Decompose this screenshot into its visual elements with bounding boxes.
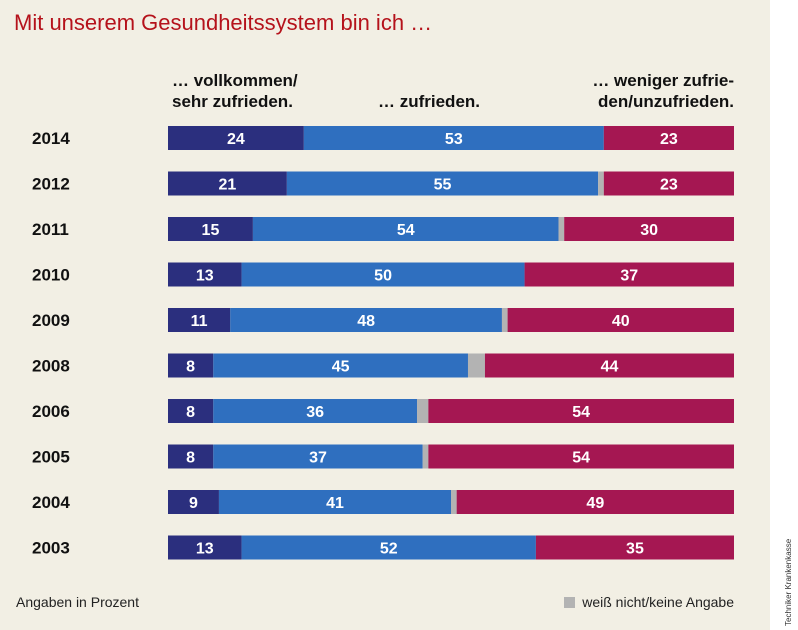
bar-segment-no-answer: [422, 444, 429, 469]
bar-segment-very-satisfied: [168, 535, 242, 560]
year-label: 2006: [32, 402, 70, 421]
bar-value-label: 55: [434, 177, 452, 194]
bar-segment-no-answer: [417, 399, 429, 423]
bar-segment-dissatisfied: [428, 444, 734, 469]
bar-segment-no-answer: [598, 171, 604, 196]
bar-value-label: 54: [572, 404, 590, 421]
bar-value-label: 24: [227, 131, 245, 148]
bar-segment-satisfied: [213, 353, 468, 378]
bar-segment-no-answer: [501, 308, 508, 332]
header-very-satisfied-line1: … vollkommen/: [172, 71, 298, 90]
bar-segment-no-answer: [467, 353, 485, 378]
header-dissatisfied: … weniger zufrie- den/unzufrieden.: [592, 70, 734, 112]
bar-segment-dissatisfied: [564, 217, 734, 241]
bar-value-label: 23: [660, 177, 678, 194]
bar-value-label: 15: [202, 222, 220, 239]
bar-segment-satisfied: [230, 308, 502, 332]
bar-value-label: 13: [196, 541, 214, 558]
bar-value-label: 13: [196, 268, 214, 285]
bar-value-label: 54: [572, 450, 590, 467]
bar-segment-dissatisfied: [535, 535, 734, 560]
bar-value-label: 35: [626, 541, 644, 558]
bar-segment-dissatisfied: [603, 171, 734, 196]
bar-segment-very-satisfied: [168, 490, 219, 514]
bar-segment-satisfied: [286, 171, 599, 196]
year-label: 2003: [32, 539, 70, 558]
year-label: 2011: [32, 220, 69, 239]
bar-value-label: 48: [357, 313, 375, 330]
stacked-bar-chart: 2014 24 53 23 2012 21 55 23 2011 15 54 30 2010 13 50 37…: [32, 126, 734, 560]
bar-value-label: 30: [640, 222, 658, 239]
legend-gray-swatch: [564, 596, 576, 608]
bar-segment-satisfied: [213, 399, 418, 423]
year-label: 2009: [32, 311, 70, 330]
bar-segment-very-satisfied: [168, 399, 214, 423]
bar-value-label: 54: [397, 222, 415, 239]
bar-value-label: 8: [186, 404, 195, 421]
year-label: 2004: [32, 493, 70, 512]
bar-segment-dissatisfied: [456, 490, 734, 514]
bar-segment-satisfied: [241, 262, 525, 287]
year-label: 2005: [32, 448, 70, 467]
header-very-satisfied-line2: sehr zufrieden.: [172, 92, 293, 111]
bar-segment-dissatisfied: [428, 399, 734, 423]
bar-segment-dissatisfied: [603, 126, 734, 150]
year-label: 2010: [32, 266, 70, 285]
bar-value-label: 52: [380, 541, 398, 558]
unit-note: Angaben in Prozent: [16, 594, 139, 610]
bar-value-label: 9: [189, 495, 198, 512]
bar-segment-satisfied: [241, 535, 536, 560]
bar-segment-very-satisfied: [168, 171, 287, 196]
bar-segment-very-satisfied: [168, 353, 214, 378]
bar-segment-very-satisfied: [168, 308, 231, 332]
header-dissatisfied-line1: … weniger zufrie-: [592, 71, 734, 90]
bar-segment-no-answer: [558, 217, 565, 241]
bar-segment-dissatisfied: [507, 308, 734, 332]
bar-value-label: 50: [374, 268, 392, 285]
bar-value-label: 23: [660, 131, 678, 148]
bar-segment-very-satisfied: [168, 126, 304, 150]
bar-value-label: 37: [620, 268, 638, 285]
bar-value-label: 36: [306, 404, 324, 421]
bar-value-label: 44: [601, 359, 619, 376]
bar-value-label: 49: [586, 495, 604, 512]
bar-value-label: 37: [309, 450, 327, 467]
bar-value-label: 8: [186, 450, 195, 467]
chart-title: Mit unserem Gesundheitssystem bin ich …: [14, 10, 433, 35]
header-dissatisfied-line2: den/unzufrieden.: [598, 92, 734, 111]
year-label: 2008: [32, 357, 70, 376]
bar-segment-satisfied: [218, 490, 451, 514]
bar-segment-satisfied: [303, 126, 604, 150]
bar-segment-dissatisfied: [484, 353, 734, 378]
year-label: 2012: [32, 175, 70, 194]
bar-value-label: 45: [332, 359, 350, 376]
bar-segment-very-satisfied: [168, 217, 253, 241]
bar-segment-dissatisfied: [524, 262, 734, 287]
bar-segment-satisfied: [213, 444, 423, 469]
chart-panel: Mit unserem Gesundheitssystem bin ich … …: [0, 0, 770, 630]
legend-no-answer-label: weiß nicht/keine Angabe: [582, 594, 734, 610]
bar-value-label: 53: [445, 131, 463, 148]
bar-segment-very-satisfied: [168, 444, 214, 469]
bar-value-label: 11: [191, 313, 208, 330]
legend-no-answer: weiß nicht/keine Angabe: [564, 594, 734, 610]
bar-value-label: 41: [326, 495, 344, 512]
bar-value-label: 21: [219, 177, 237, 194]
header-satisfied: … zufrieden.: [378, 92, 481, 111]
header-very-satisfied: … vollkommen/ sehr zufrieden.: [172, 70, 298, 112]
bar-value-label: 40: [612, 313, 630, 330]
bar-segment-very-satisfied: [168, 262, 242, 287]
bar-value-label: 8: [186, 359, 195, 376]
source-credit: Techniker Krankenkasse: [784, 538, 793, 626]
year-label: 2014: [32, 129, 70, 148]
bar-segment-no-answer: [451, 490, 457, 514]
bar-segment-satisfied: [252, 217, 559, 241]
